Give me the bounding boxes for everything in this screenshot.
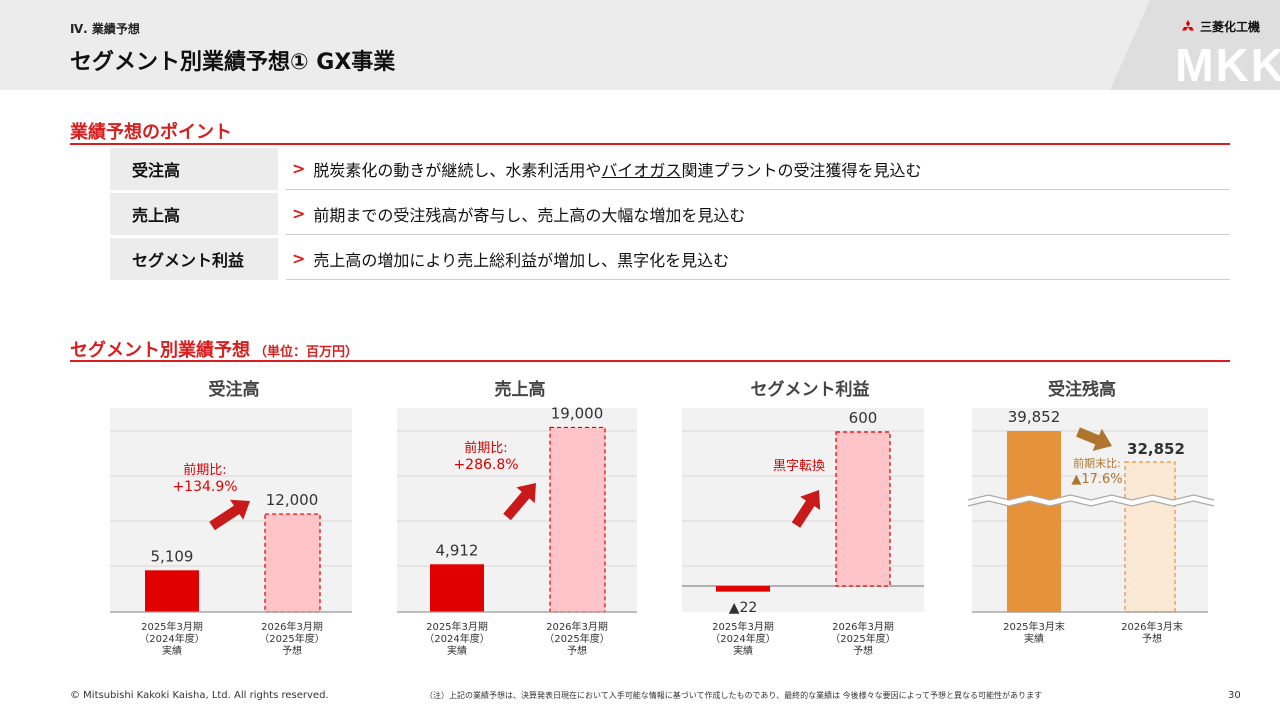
point-text-body: 売上高の増加により売上総利益が増加し、黒字化を見込む bbox=[313, 250, 730, 270]
point-row-profit: セグメント利益 > 売上高の増加により売上総利益が増加し、黒字化を見込む bbox=[110, 238, 1230, 280]
value-label: 39,852 bbox=[1008, 408, 1061, 426]
category-label: 予想 bbox=[567, 644, 587, 657]
value-label: ▲22 bbox=[729, 600, 758, 616]
category-label: 2025年3月期 bbox=[712, 620, 774, 633]
category-label: （2024年度） bbox=[139, 632, 204, 645]
category-label: 2026年3月末 bbox=[1121, 620, 1183, 633]
category-label: 実績 bbox=[1024, 632, 1044, 645]
change-label: 前期末比: bbox=[1073, 456, 1121, 470]
growth-label: 前期比: bbox=[183, 462, 226, 478]
points-heading-rule bbox=[70, 143, 1230, 145]
section-label: Ⅳ. 業績予想 bbox=[70, 22, 140, 36]
footer-note: （注）上記の業績予想は、決算発表日現在において入手可能な情報に基づいて作成したも… bbox=[425, 691, 1043, 700]
chevron-right-icon: > bbox=[292, 204, 306, 223]
category-label: 予想 bbox=[1142, 632, 1162, 645]
category-label: 2026年3月期 bbox=[832, 620, 894, 633]
category-label: 予想 bbox=[853, 644, 873, 657]
points-table: 受注高 > 脱炭素化の動きが継続し、水素利活用や バイオガス 関連プラントの受注獲得… bbox=[110, 148, 1230, 283]
growth-value: +286.8% bbox=[453, 457, 518, 473]
bar-actual bbox=[1007, 431, 1061, 612]
value-label: 600 bbox=[849, 409, 878, 427]
category-label: （2025年度） bbox=[830, 632, 895, 645]
point-label: 受注高 bbox=[110, 148, 278, 190]
category-label: 実績 bbox=[447, 644, 467, 657]
chart-title-orders: 受注高 bbox=[208, 380, 260, 400]
category-label: 2025年3月末 bbox=[1003, 620, 1065, 633]
bar-forecast bbox=[264, 513, 321, 613]
forecast-heading-rule bbox=[70, 360, 1230, 362]
chart-title-order-backlog: 受注残高 bbox=[1048, 380, 1116, 400]
category-label: （2025年度） bbox=[544, 632, 609, 645]
chevron-right-icon: > bbox=[292, 249, 306, 268]
point-label: セグメント利益 bbox=[110, 238, 278, 280]
point-label: 売上高 bbox=[110, 193, 278, 235]
growth-value: +134.9% bbox=[172, 479, 237, 495]
point-text: > 売上高の増加により売上総利益が増加し、黒字化を見込む bbox=[286, 238, 1230, 280]
category-label: （2024年度） bbox=[710, 632, 775, 645]
value-label: 19,000 bbox=[551, 404, 604, 422]
point-row-sales: 売上高 > 前期までの受注残高が寄与し、売上高の大幅な増加を見込む bbox=[110, 193, 1230, 235]
forecast-unit: （単位：百万円） bbox=[254, 345, 359, 360]
category-label: 2025年3月期 bbox=[426, 620, 488, 633]
point-text: > 脱炭素化の動きが継続し、水素利活用や バイオガス 関連プラントの受注獲得を見込む bbox=[286, 148, 1230, 190]
point-row-orders: 受注高 > 脱炭素化の動きが継続し、水素利活用や バイオガス 関連プラントの受注獲得… bbox=[110, 148, 1230, 190]
point-text: > 前期までの受注残高が寄与し、売上高の大幅な増加を見込む bbox=[286, 193, 1230, 235]
company-logo: 三菱化工機 bbox=[1180, 18, 1260, 35]
value-label: 12,000 bbox=[266, 491, 319, 509]
value-label: 5,109 bbox=[151, 547, 194, 565]
category-label: 2026年3月期 bbox=[546, 620, 608, 633]
down-right-arrow-icon bbox=[1076, 427, 1112, 451]
point-text-underlined: バイオガス bbox=[601, 160, 682, 180]
category-label: 予想 bbox=[282, 644, 302, 657]
up-right-arrow-icon bbox=[209, 499, 250, 531]
growth-label: 前期比: bbox=[464, 440, 507, 456]
category-label: 実績 bbox=[162, 644, 182, 657]
chevron-right-icon: > bbox=[292, 159, 306, 178]
change-value: ▲17.6% bbox=[1071, 472, 1122, 487]
bar-actual bbox=[145, 570, 199, 612]
bar-actual bbox=[430, 564, 484, 612]
points-heading: 業績予想のポイント bbox=[70, 122, 232, 143]
logo-name: 三菱化工機 bbox=[1199, 20, 1260, 34]
page-title: セグメント別業績予想① GX事業 bbox=[70, 50, 396, 75]
axis-break-line bbox=[967, 500, 1215, 507]
category-label: （2024年度） bbox=[424, 632, 489, 645]
up-right-arrow-icon bbox=[791, 490, 821, 528]
category-label: （2025年度） bbox=[259, 632, 324, 645]
value-label: 4,912 bbox=[436, 541, 479, 559]
category-label: 実績 bbox=[733, 644, 753, 657]
footer-copyright: © Mitsubishi Kakoki Kaisha, Ltd. All rig… bbox=[70, 690, 329, 701]
category-label: 2026年3月期 bbox=[261, 620, 323, 633]
category-label: 2025年3月期 bbox=[141, 620, 203, 633]
watermark-text: MKK bbox=[1175, 39, 1280, 90]
axis-break-line bbox=[967, 494, 1215, 501]
up-right-arrow-icon bbox=[503, 483, 536, 521]
bar-actual bbox=[716, 586, 770, 592]
bar-forecast bbox=[1124, 461, 1176, 613]
chart-title-segment-profit: セグメント利益 bbox=[750, 380, 870, 400]
bar-forecast bbox=[549, 426, 606, 613]
point-text-body: 前期までの受注残高が寄与し、売上高の大幅な増加を見込む bbox=[313, 205, 746, 225]
point-text-post: 関連プラントの受注獲得を見込む bbox=[681, 160, 922, 180]
forecast-heading: セグメント別業績予想 （単位：百万円） bbox=[70, 336, 358, 362]
value-label: 32,852 bbox=[1127, 440, 1185, 458]
page-number: 30 bbox=[1228, 690, 1241, 701]
point-text-pre: 脱炭素化の動きが継続し、水素利活用や bbox=[313, 160, 602, 180]
forecast-heading-text: セグメント別業績予想 bbox=[70, 340, 250, 361]
chart-title-sales: 売上高 bbox=[494, 380, 546, 400]
three-diamonds-icon bbox=[1181, 19, 1194, 30]
slide-header: MKK Ⅳ. 業績予想 セグメント別業績予想① GX事業 三菱化工機 bbox=[0, 0, 1280, 90]
bar-forecast bbox=[835, 431, 891, 587]
turnaround-label: 黒字転換 bbox=[773, 459, 825, 474]
